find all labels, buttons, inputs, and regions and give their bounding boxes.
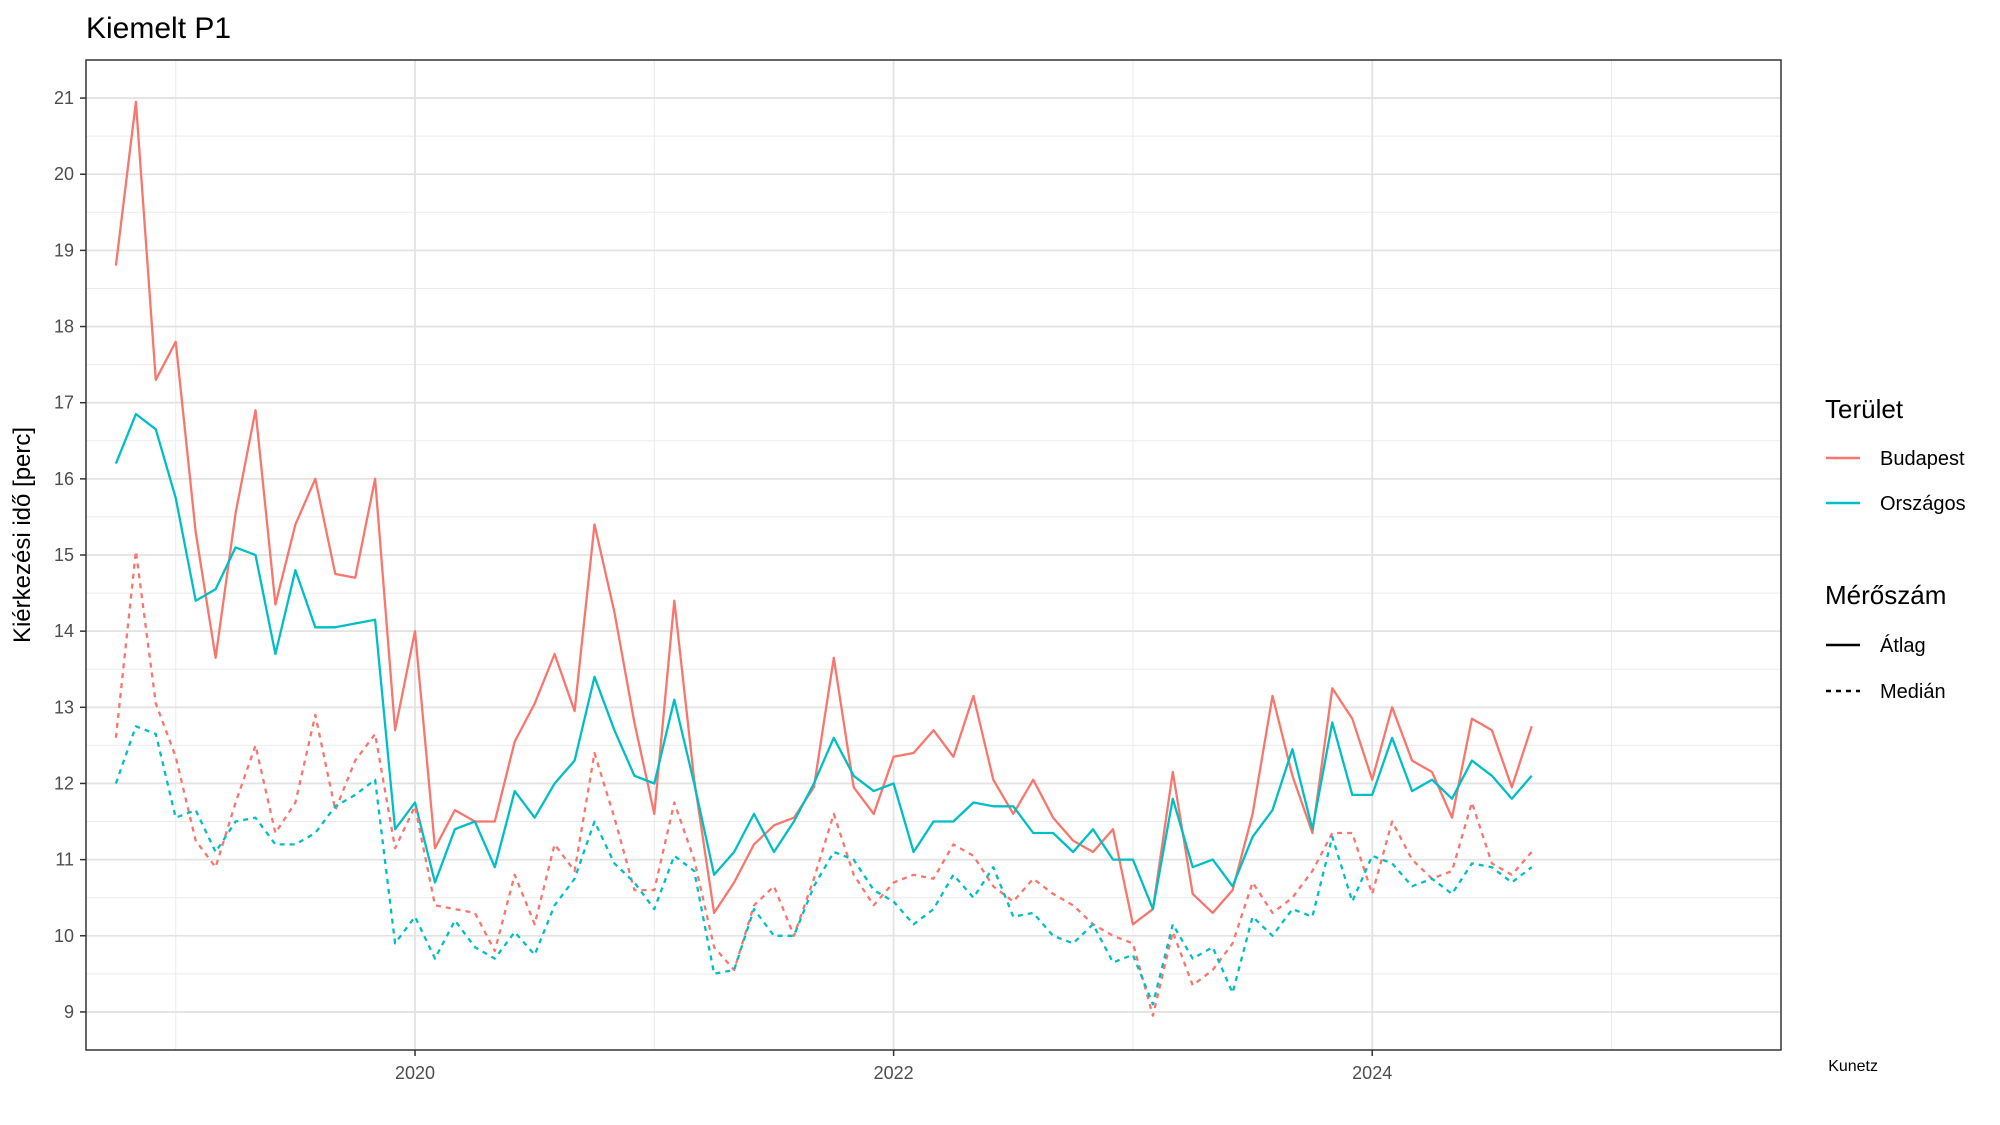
series-layer — [114, 100, 1533, 1017]
legend-label-median: Medián — [1880, 681, 1946, 703]
y-tick-label: 15 — [54, 545, 74, 565]
legend-title-measure: Mérőszám — [1825, 580, 1946, 610]
x-tick-label: 2024 — [1352, 1063, 1392, 1083]
series-line-orszagos-atlag — [114, 412, 1533, 911]
y-tick-label: 13 — [54, 697, 74, 717]
legend-title-area: Terület — [1825, 394, 1904, 424]
y-tick-label: 14 — [54, 621, 74, 641]
y-tick-label: 21 — [54, 88, 74, 108]
legend-label-orszagos: Országos — [1880, 493, 1966, 515]
grid-lines — [86, 59, 1781, 1051]
legend-label-atlag: Átlag — [1880, 634, 1926, 657]
y-tick-label: 9 — [64, 1002, 74, 1022]
y-tick-label: 16 — [54, 469, 74, 489]
series-line-budapest-median — [114, 550, 1533, 1017]
y-tick-label: 12 — [54, 773, 74, 793]
x-axis: 2020 2022 2024 — [395, 1050, 1392, 1083]
y-axis-title: Kiérkezési idő [perc] — [9, 427, 36, 643]
y-tick-label: 17 — [54, 393, 74, 413]
legend-label-budapest: Budapest — [1880, 448, 1965, 470]
y-tick-label: 11 — [55, 850, 74, 870]
chart-title: Kiemelt P1 — [86, 12, 231, 45]
y-tick-label: 18 — [54, 317, 74, 337]
legend: Terület Budapest Országos Mérőszám Átlag… — [1825, 394, 1966, 703]
y-tick-label: 20 — [54, 164, 74, 184]
y-axis: 9 10 11 12 13 14 15 16 17 18 19 20 21 — [54, 88, 86, 1022]
series-line-orszagos-median — [114, 725, 1533, 1006]
series-line-budapest-atlag — [114, 100, 1533, 926]
x-tick-label: 2022 — [874, 1063, 914, 1083]
x-tick-label: 2020 — [395, 1063, 435, 1083]
chart-caption: Kunetz — [1828, 1058, 1878, 1075]
y-tick-label: 19 — [54, 240, 74, 260]
y-tick-label: 10 — [54, 926, 74, 946]
